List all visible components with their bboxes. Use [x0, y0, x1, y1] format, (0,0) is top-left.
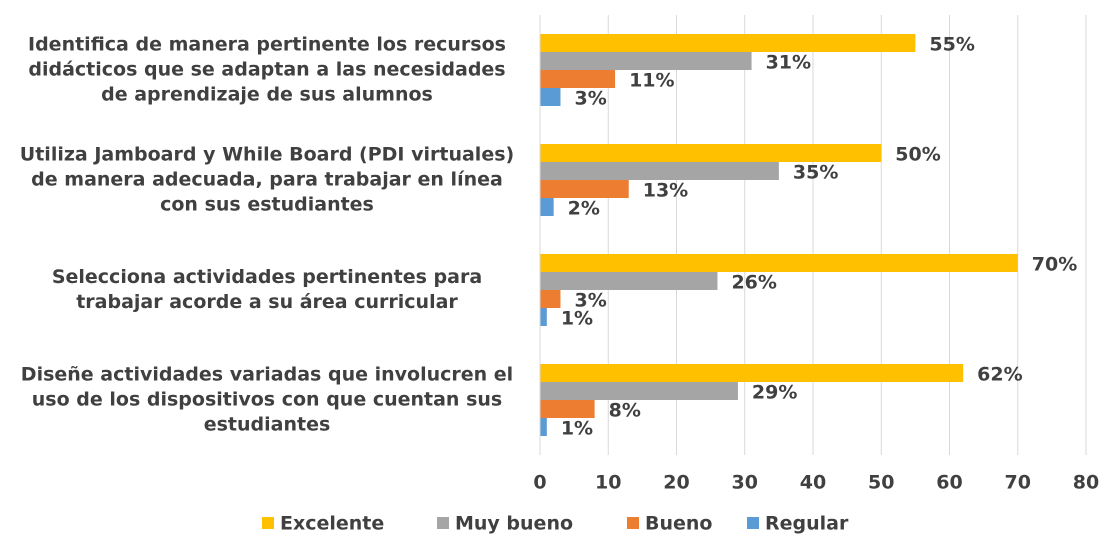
- value-label: 50%: [895, 144, 940, 166]
- value-label: 3%: [574, 290, 606, 312]
- category-label: Utiliza Jamboard y While Board (PDI virt…: [19, 143, 515, 216]
- bar: [540, 34, 916, 52]
- x-tick-label: 70: [1005, 472, 1031, 494]
- value-label: 31%: [766, 52, 811, 74]
- bar: [540, 180, 629, 198]
- x-tick-label: 20: [663, 472, 689, 494]
- bar: [540, 400, 595, 418]
- value-label: 26%: [731, 272, 776, 294]
- bar: [540, 162, 779, 180]
- legend-swatch: [437, 517, 449, 529]
- x-tick-label: 80: [1073, 472, 1099, 494]
- value-label: 1%: [561, 308, 593, 330]
- bar: [540, 272, 718, 290]
- category-label: Identifica de manera pertinente los recu…: [28, 33, 506, 106]
- legend-label: Excelente: [280, 513, 384, 535]
- bar: [540, 254, 1018, 272]
- value-label: 35%: [793, 162, 838, 184]
- bar: [540, 382, 738, 400]
- bar: [540, 364, 964, 382]
- bar: [540, 70, 616, 88]
- x-tick-label: 50: [868, 472, 894, 494]
- x-tick-label: 30: [732, 472, 758, 494]
- value-label: 62%: [977, 364, 1022, 386]
- category-label: Selecciona actividades pertinentes para …: [51, 266, 483, 313]
- bar: [540, 290, 561, 308]
- x-tick-label: 10: [595, 472, 621, 494]
- legend-label: Bueno: [645, 513, 712, 535]
- value-label: 13%: [643, 180, 688, 202]
- value-label: 3%: [574, 88, 606, 110]
- legend-swatch: [262, 517, 274, 529]
- x-tick-label: 60: [936, 472, 962, 494]
- legend-swatch: [747, 517, 759, 529]
- bar: [540, 52, 752, 70]
- value-label: 8%: [609, 400, 641, 422]
- value-label: 55%: [929, 34, 974, 56]
- value-label: 1%: [561, 418, 593, 440]
- legend-label: Muy bueno: [455, 513, 573, 535]
- legend-label: Regular: [765, 513, 849, 535]
- x-tick-label: 40: [800, 472, 826, 494]
- bar: [540, 308, 547, 326]
- bar: [540, 88, 561, 106]
- category-label: Diseñe actividades variadas que involucr…: [20, 363, 514, 436]
- value-label: 11%: [629, 70, 674, 92]
- value-label: 29%: [752, 382, 797, 404]
- bar: [540, 418, 547, 436]
- legend-swatch: [627, 517, 639, 529]
- value-label: 70%: [1032, 254, 1077, 276]
- bar: [540, 144, 882, 162]
- bar: [540, 198, 554, 216]
- value-label: 2%: [568, 198, 600, 220]
- x-tick-label: 0: [533, 472, 546, 494]
